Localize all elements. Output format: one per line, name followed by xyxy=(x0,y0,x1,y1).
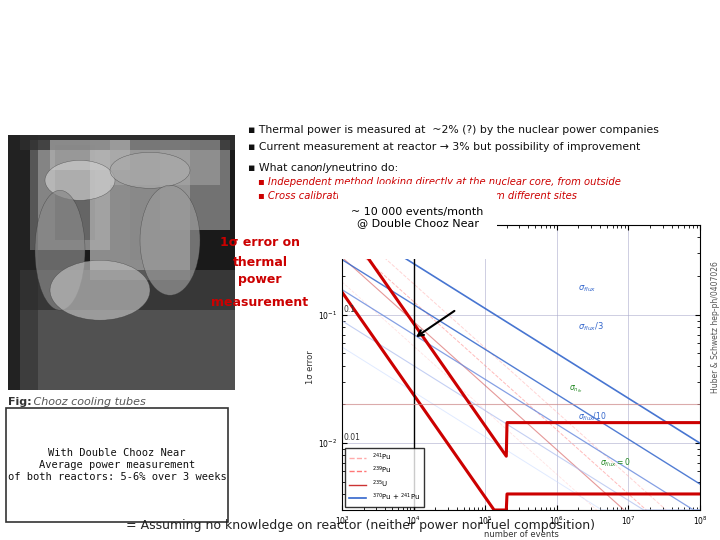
Bar xyxy=(50,140,130,170)
Text: $\sigma_{flux}/3$: $\sigma_{flux}/3$ xyxy=(578,321,604,333)
X-axis label: number of events: number of events xyxy=(484,530,559,539)
Text: with the near detector: with the near detector xyxy=(192,76,528,102)
Bar xyxy=(110,140,220,185)
Bar xyxy=(8,136,235,390)
FancyBboxPatch shape xyxy=(6,408,228,522)
Bar xyxy=(30,140,110,250)
Bar xyxy=(160,140,230,230)
Text: $\sigma_{flux}=0$: $\sigma_{flux}=0$ xyxy=(600,456,631,469)
Bar xyxy=(20,136,235,150)
Text: $\sigma_{n_{th}}$: $\sigma_{n_{th}}$ xyxy=(570,384,583,395)
Text: With Double Chooz Near
Average power measurement
of both reactors: 5-6% over 3 w: With Double Chooz Near Average power mea… xyxy=(8,449,226,482)
Bar xyxy=(20,270,235,310)
Bar xyxy=(8,136,235,390)
Text: 0.01: 0.01 xyxy=(343,433,361,442)
Text: ▪ Thermal power is measured at  ~2% (?) by the nuclear power companies: ▪ Thermal power is measured at ~2% (?) b… xyxy=(248,125,659,136)
Ellipse shape xyxy=(140,185,200,295)
Text: $\sigma_{flux}/10$: $\sigma_{flux}/10$ xyxy=(578,410,607,423)
Text: Thermal power measurement: Thermal power measurement xyxy=(141,23,579,49)
Text: Chooz cooling tubes: Chooz cooling tubes xyxy=(30,397,145,407)
Text: 1σ error on: 1σ error on xyxy=(220,236,300,249)
Text: ~ 10 000 events/month
@ Double Chooz Near: ~ 10 000 events/month @ Double Chooz Nea… xyxy=(351,207,484,228)
Ellipse shape xyxy=(45,160,115,200)
Bar xyxy=(8,136,38,390)
Text: power: power xyxy=(238,273,282,286)
Text: = Assuming no knowledge on reactor (neither power nor fuel composition): = Assuming no knowledge on reactor (neit… xyxy=(125,519,595,532)
Ellipse shape xyxy=(50,260,150,320)
Text: ▪ Independent method looking directly at the nuclear core, from outside: ▪ Independent method looking directly at… xyxy=(258,177,621,187)
Text: 0.1: 0.1 xyxy=(343,305,356,314)
Ellipse shape xyxy=(110,152,190,188)
Ellipse shape xyxy=(35,190,85,310)
Text: $\sigma_{flux}$: $\sigma_{flux}$ xyxy=(578,283,597,294)
FancyBboxPatch shape xyxy=(336,182,500,261)
Text: neutrino do:: neutrino do: xyxy=(328,164,398,173)
Legend: $^{241}$Pu, $^{239}$Pu, $^{235}$U, $^{370}$Pu + $^{241}$Pu: $^{241}$Pu, $^{239}$Pu, $^{235}$U, $^{37… xyxy=(346,448,423,507)
Bar xyxy=(90,140,190,280)
Text: ▪ What can: ▪ What can xyxy=(248,164,314,173)
Text: only: only xyxy=(310,164,333,173)
Text: thermal: thermal xyxy=(233,256,287,269)
Bar xyxy=(20,310,235,390)
Bar xyxy=(55,145,95,240)
Text: ▪ Current measurement at reactor → 3% but possibility of improvement: ▪ Current measurement at reactor → 3% bu… xyxy=(248,143,640,152)
Text: Huber & Schwetz hep-ph/0407026: Huber & Schwetz hep-ph/0407026 xyxy=(711,261,719,393)
Text: measurement: measurement xyxy=(212,296,309,309)
Text: ▪ Cross calibration of different power plants from different sites: ▪ Cross calibration of different power p… xyxy=(258,191,577,201)
Bar xyxy=(130,140,190,260)
Y-axis label: 1σ error: 1σ error xyxy=(306,350,315,384)
Text: Fig:: Fig: xyxy=(8,397,32,407)
